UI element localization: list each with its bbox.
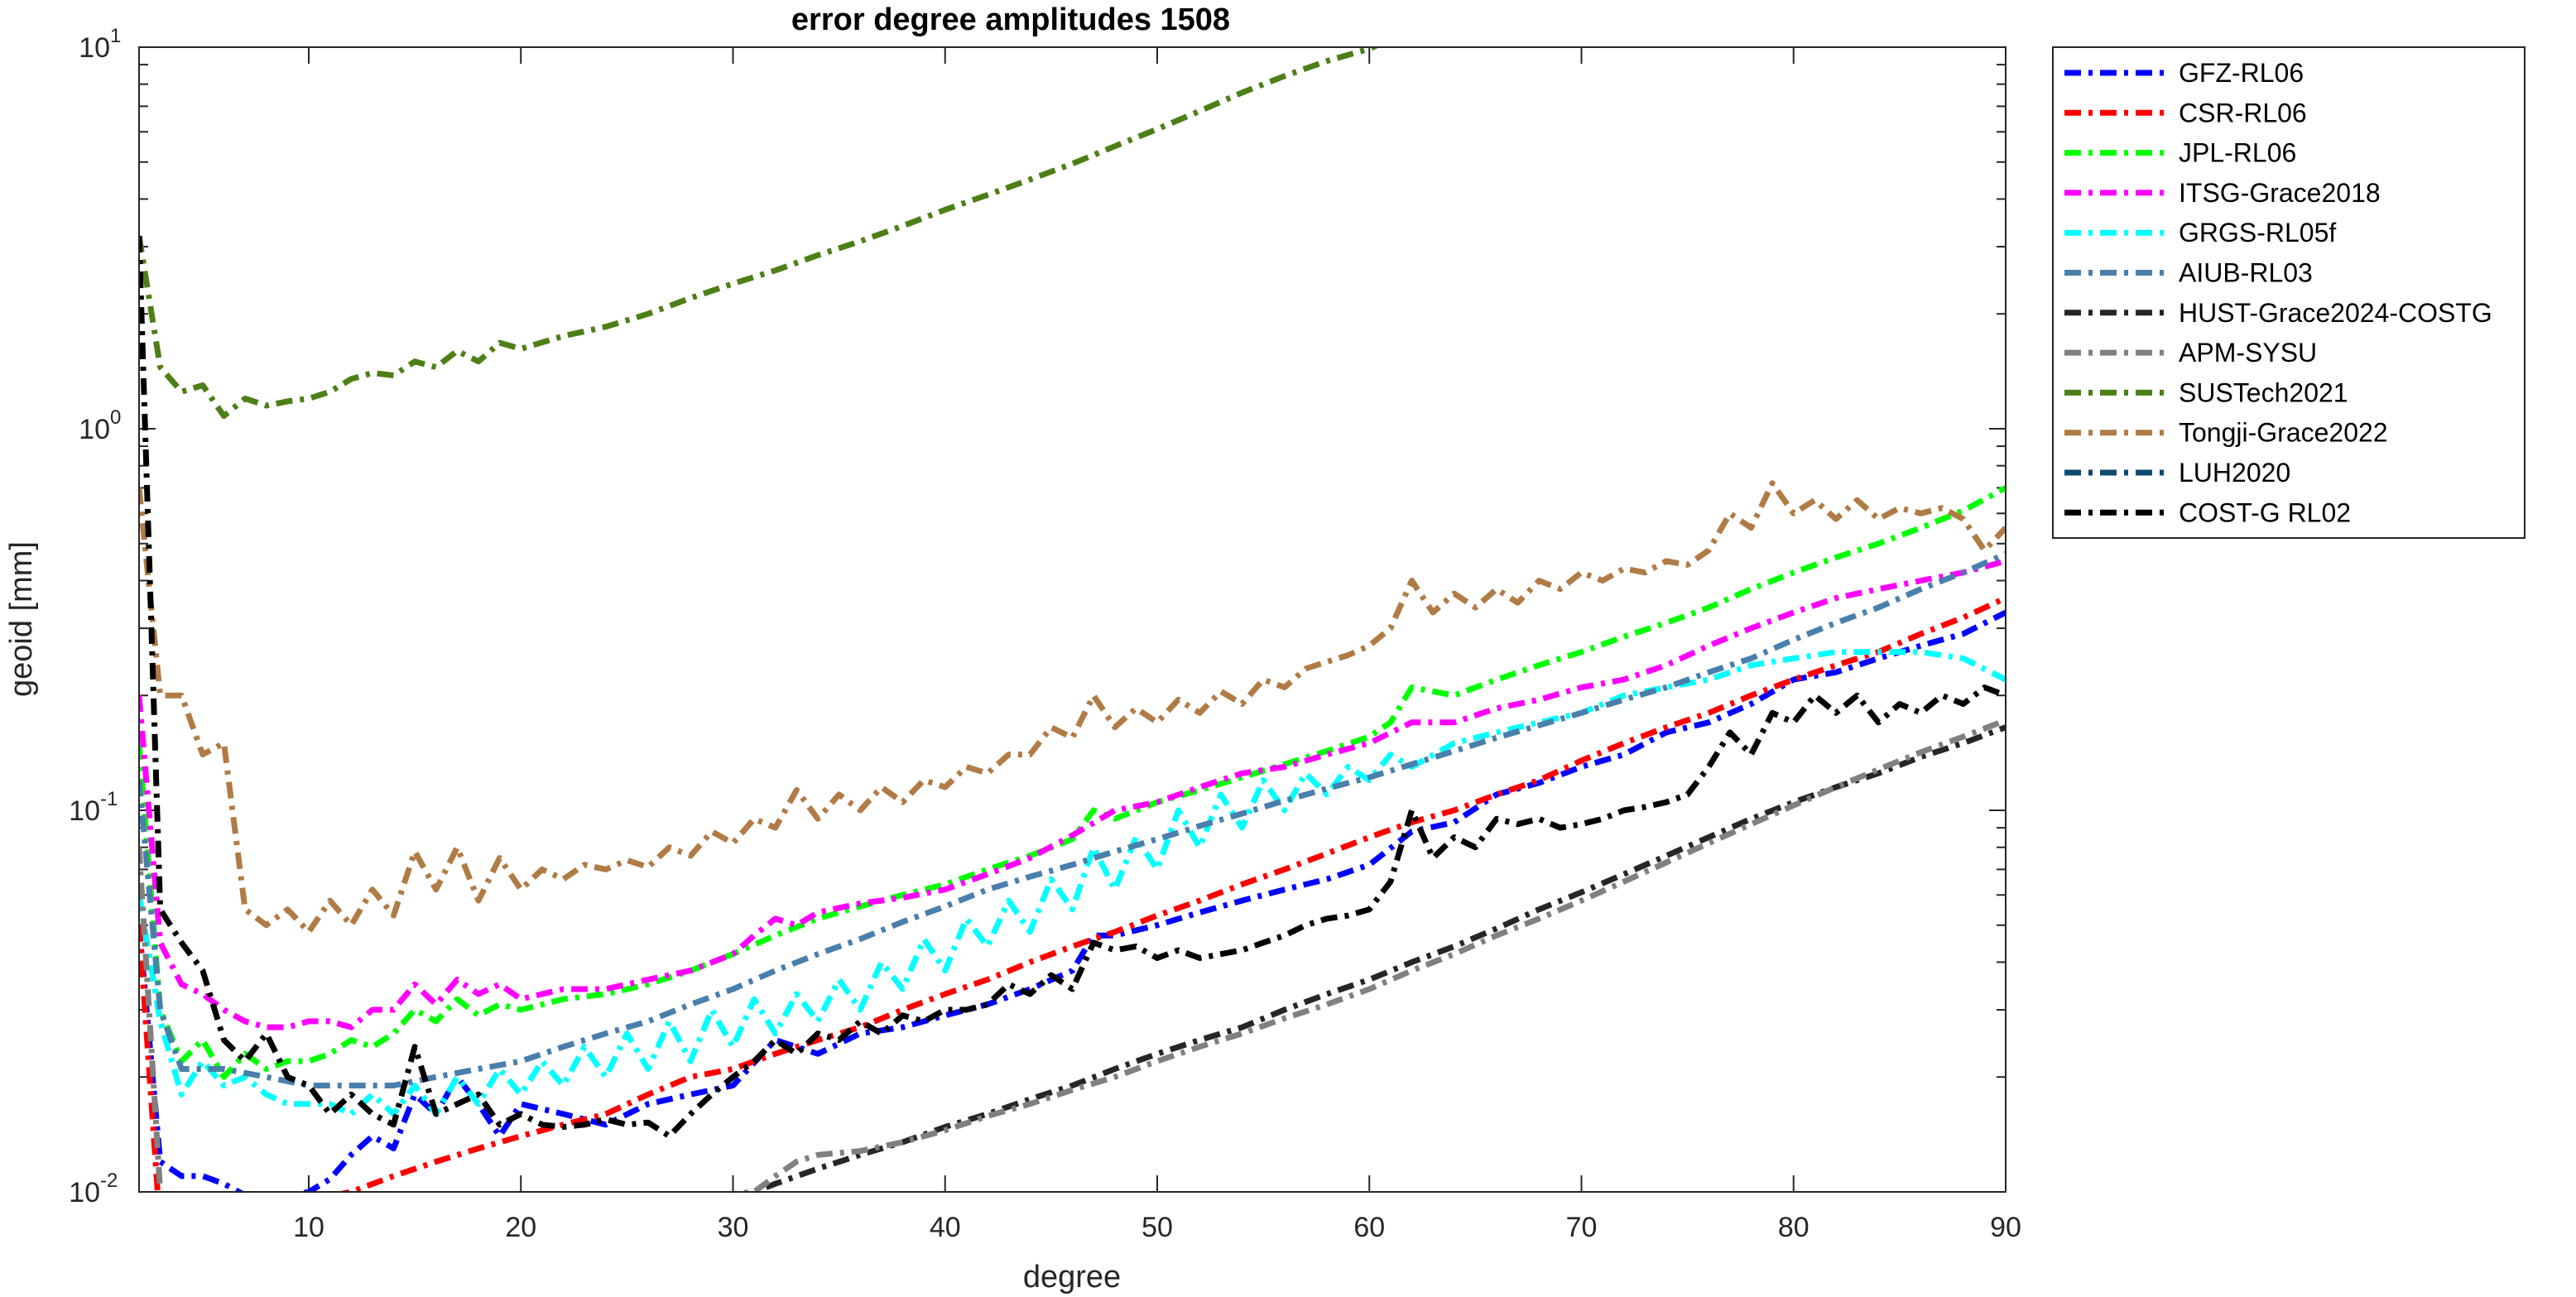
legend-label: Tongji-Grace2022 (2179, 418, 2388, 448)
legend-label: AIUB-RL03 (2179, 258, 2313, 288)
legend-label: JPL-RL06 (2179, 138, 2296, 168)
x-tick-label: 10 (293, 1212, 324, 1243)
y-tick-exponent: 0 (110, 406, 121, 429)
y-tick-base: 10 (79, 32, 110, 64)
y-tick-label: 10 -1 (69, 788, 118, 827)
series-line-jpl-rl06 (139, 485, 2006, 1080)
y-tick-base: 10 (69, 1177, 100, 1208)
x-tick-label: 60 (1353, 1212, 1385, 1243)
legend-label: LUH2020 (2179, 458, 2290, 488)
legend-label: COST-G RL02 (2179, 497, 2351, 527)
legend-label: CSR-RL06 (2179, 98, 2307, 127)
series-line-apm-sysu (139, 718, 2006, 1192)
x-axis-label: degree (1023, 1260, 1121, 1295)
x-tick-label: 90 (1990, 1212, 2021, 1243)
series-line-gfz-rl06 (139, 609, 2006, 1192)
y-tick-label: 10 -2 (69, 1170, 118, 1208)
series-line-aiub-rl03 (139, 550, 2006, 1088)
legend: GFZ-RL06 CSR-RL06 JPL-RL06 ITSG-Grace2018 GR… (2052, 46, 2526, 539)
legend-label: GFZ-RL06 (2179, 58, 2304, 88)
chart-title: error degree amplitudes 1508 (791, 2, 1230, 37)
x-tick-label: 20 (505, 1212, 536, 1243)
series-line-tongji-grace2022 (139, 480, 2006, 935)
legend-label: APM-SYSU (2179, 338, 2317, 367)
plot-series (139, 47, 2006, 1192)
y-tick-exponent: -1 (100, 788, 118, 810)
legend-label: HUST-Grace2024-COSTG (2179, 298, 2492, 328)
legend-label: SUSTech2021 (2179, 377, 2348, 407)
x-tick-label: 80 (1778, 1212, 1809, 1243)
x-tick-label: 30 (718, 1212, 749, 1243)
series-line-grgs-rl05f (139, 649, 2006, 1117)
y-tick-exponent: 1 (110, 25, 121, 47)
series-line-csr-rl06 (139, 595, 2006, 1192)
legend-box (2052, 46, 2526, 539)
y-tick-base: 10 (69, 795, 100, 827)
x-tick-label: 50 (1141, 1212, 1173, 1243)
y-axis-label: geoid [mm] (4, 541, 39, 697)
y-tick-exponent: -2 (100, 1170, 118, 1192)
x-tick-label: 40 (930, 1212, 961, 1243)
y-tick-base: 10 (79, 414, 110, 445)
series-line-sustech2021 (139, 47, 1381, 420)
series-line-cost-g-rl02 (139, 235, 2006, 1140)
x-tick-label: 70 (1566, 1212, 1598, 1243)
y-tick-label: 10 0 (79, 406, 121, 445)
y-tick-label: 10 1 (79, 25, 121, 64)
legend-label: GRGS-RL05f (2179, 218, 2336, 247)
plot-frame (138, 46, 2006, 1193)
legend-label: ITSG-Grace2018 (2179, 178, 2381, 208)
